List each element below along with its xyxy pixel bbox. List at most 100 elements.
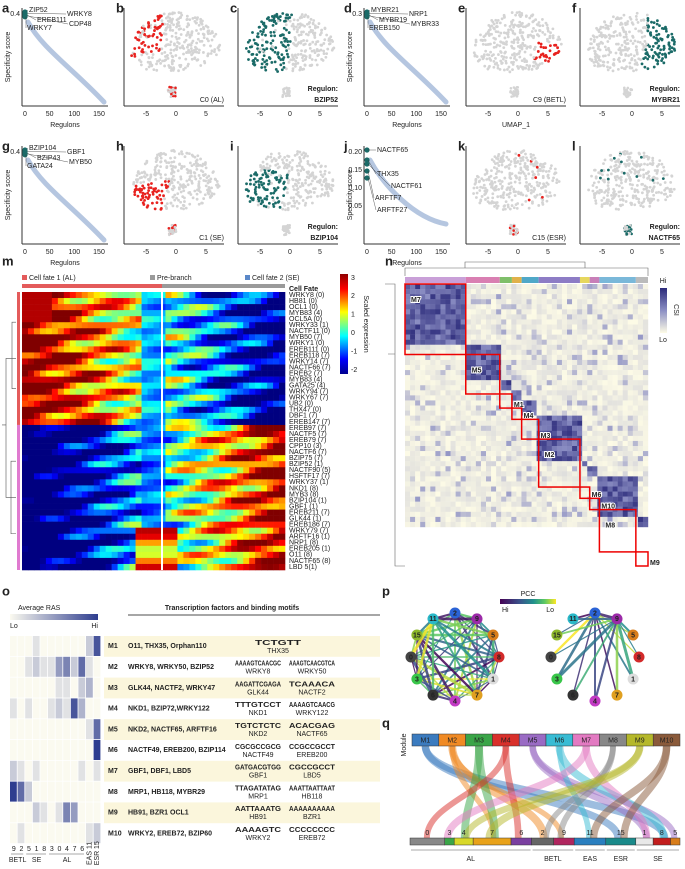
- heat-cell: [249, 376, 256, 383]
- heat-cell: [195, 310, 202, 317]
- cell: [538, 181, 542, 185]
- cell: [189, 43, 193, 47]
- cell: [294, 178, 298, 182]
- heat-cell: [261, 509, 268, 516]
- cell: [189, 47, 193, 50]
- heat-cell: [45, 449, 53, 456]
- heat-cell: [63, 551, 71, 559]
- cell: [173, 198, 177, 202]
- heat-cell: [261, 418, 268, 426]
- cell: [216, 183, 220, 186]
- cell: [494, 201, 498, 205]
- heat-cell: [63, 322, 71, 329]
- heat-cell: [69, 352, 77, 359]
- cell: [207, 179, 210, 182]
- branch-bar: [164, 284, 285, 288]
- heat-cell: [99, 509, 106, 516]
- heat-cell: [51, 388, 59, 396]
- heat-cell: [99, 545, 106, 553]
- heat-cell: [165, 412, 172, 420]
- highlight-cell: [284, 16, 288, 20]
- cell: [296, 150, 300, 153]
- heat-cell: [207, 352, 214, 359]
- cell: [291, 178, 295, 182]
- highlight-cell: [147, 25, 150, 29]
- heat-cell: [105, 334, 112, 341]
- cell: [180, 164, 184, 168]
- cell: [492, 22, 496, 26]
- regulon-label: WRKY8: [67, 11, 92, 18]
- heat-cell: [189, 479, 196, 486]
- highlight-cell: [151, 190, 155, 194]
- heat-cell: [81, 382, 89, 389]
- cell: [497, 188, 501, 191]
- highlight-cell: [255, 173, 259, 177]
- heat-cell: [111, 509, 118, 516]
- heat-cell: [273, 376, 280, 383]
- heat-cell: [189, 503, 196, 510]
- heat-cell: [267, 298, 274, 305]
- cell: [210, 38, 214, 42]
- heat-cell: [22, 418, 29, 426]
- heat-cell: [75, 310, 83, 317]
- heat-cell: [201, 382, 208, 389]
- cell: [140, 171, 144, 175]
- cell: [593, 168, 597, 172]
- cell: [607, 181, 610, 184]
- heat-cell: [22, 485, 29, 492]
- heat-cell: [111, 497, 118, 504]
- heat-cell: [57, 437, 65, 444]
- heat-cell: [237, 352, 244, 359]
- heat-cell: [123, 394, 130, 402]
- cell: [603, 158, 607, 162]
- heat-cell: [63, 521, 71, 528]
- heat-cell: [105, 400, 112, 408]
- cell: [325, 33, 329, 37]
- heat-cell: [141, 358, 148, 365]
- highlight-cell: [556, 46, 559, 50]
- x-axis-title: Regulons: [50, 260, 80, 267]
- heat-cell: [273, 437, 280, 444]
- cell: [612, 187, 615, 191]
- heat-cell: [141, 443, 148, 450]
- heat-cell: [51, 443, 59, 450]
- cell: [625, 194, 629, 198]
- cell: [301, 59, 305, 63]
- cell: [308, 56, 312, 59]
- highlight-cell: [269, 41, 273, 45]
- heat-cell: [22, 455, 29, 462]
- heat-cell: [261, 527, 268, 535]
- cell: [596, 62, 600, 66]
- heat-cell: [213, 292, 220, 299]
- heat-cell: [57, 461, 65, 468]
- heat-cell: [183, 358, 190, 365]
- heat-cell: [201, 497, 208, 504]
- heat-cell: [243, 352, 250, 359]
- highlight-cell: [661, 57, 664, 60]
- highlight-cell: [143, 192, 147, 196]
- heat-cell: [147, 418, 154, 426]
- leader-line: [367, 15, 411, 25]
- heat-cell: [135, 358, 142, 365]
- highlight-cell: [535, 165, 539, 169]
- cell: [512, 47, 516, 50]
- cell: [313, 187, 317, 190]
- highlight-cell: [284, 37, 288, 41]
- heat-cell: [189, 304, 196, 311]
- cell: [551, 27, 555, 31]
- cell: [620, 43, 624, 47]
- heat-cell: [117, 479, 124, 486]
- heat-cell: [39, 509, 47, 516]
- highlight-cell: [662, 48, 666, 51]
- heat-cell: [171, 340, 178, 347]
- cell: [292, 204, 296, 208]
- cell: [186, 31, 190, 35]
- highlight-cell: [655, 33, 659, 37]
- heat-cell: [195, 406, 202, 414]
- cell: [496, 161, 499, 165]
- x-tick-label: 100: [68, 111, 80, 118]
- regulon-point: [364, 175, 370, 181]
- cell: [594, 202, 598, 205]
- heat-cell: [177, 485, 184, 492]
- heat-cell: [45, 370, 53, 377]
